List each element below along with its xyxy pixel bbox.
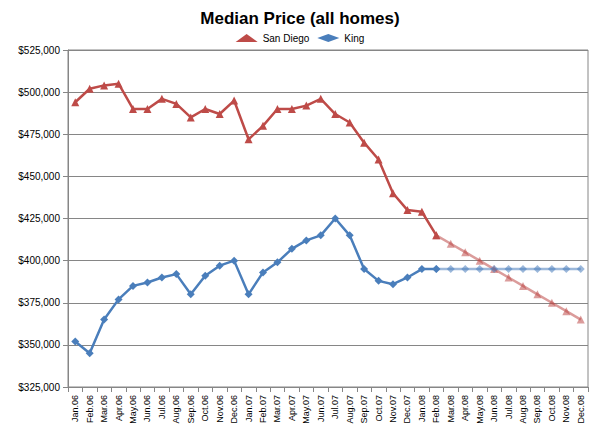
svg-text:Jan.08: Jan.08 <box>417 395 427 422</box>
svg-text:$500,000: $500,000 <box>18 87 60 98</box>
svg-text:Jul.07: Jul.07 <box>330 395 340 419</box>
svg-text:Mar.07: Mar.07 <box>272 395 282 423</box>
svg-text:May.06: May.06 <box>128 395 138 424</box>
svg-text:Jun.07: Jun.07 <box>316 395 326 422</box>
svg-text:Oct.08: Oct.08 <box>547 395 557 422</box>
svg-text:Feb.07: Feb.07 <box>258 395 268 423</box>
svg-text:Mar.06: Mar.06 <box>99 395 109 423</box>
svg-text:May.08: May.08 <box>475 395 485 424</box>
svg-text:Nov.06: Nov.06 <box>215 395 225 423</box>
svg-text:Sep.06: Sep.06 <box>186 395 196 424</box>
svg-text:Jul.06: Jul.06 <box>157 395 167 419</box>
svg-text:Dec.07: Dec.07 <box>402 395 412 424</box>
svg-text:Aug.07: Aug.07 <box>345 395 355 424</box>
svg-text:$350,000: $350,000 <box>18 339 60 350</box>
svg-text:Median Price (all homes): Median Price (all homes) <box>200 9 399 28</box>
svg-text:San Diego: San Diego <box>263 33 310 44</box>
svg-text:Apr.07: Apr.07 <box>287 395 297 421</box>
svg-text:May.07: May.07 <box>301 395 311 424</box>
svg-text:Nov.07: Nov.07 <box>388 395 398 423</box>
svg-text:$525,000: $525,000 <box>18 45 60 56</box>
svg-text:Aug.08: Aug.08 <box>518 395 528 424</box>
svg-text:$475,000: $475,000 <box>18 129 60 140</box>
svg-text:King: King <box>344 33 364 44</box>
svg-text:$450,000: $450,000 <box>18 171 60 182</box>
svg-text:Dec.08: Dec.08 <box>576 395 586 424</box>
svg-text:Oct.07: Oct.07 <box>374 395 384 422</box>
svg-text:Jan.07: Jan.07 <box>244 395 254 422</box>
svg-text:Dec.06: Dec.06 <box>229 395 239 424</box>
svg-text:Jan.06: Jan.06 <box>70 395 80 422</box>
svg-text:Feb.06: Feb.06 <box>85 395 95 423</box>
svg-text:Aug.06: Aug.06 <box>171 395 181 424</box>
svg-text:Sep.08: Sep.08 <box>532 395 542 424</box>
svg-text:Jul.08: Jul.08 <box>504 395 514 419</box>
svg-text:Mar.08: Mar.08 <box>446 395 456 423</box>
svg-text:Sep.07: Sep.07 <box>359 395 369 424</box>
svg-text:Feb.08: Feb.08 <box>431 395 441 423</box>
svg-text:$425,000: $425,000 <box>18 213 60 224</box>
svg-text:Nov.08: Nov.08 <box>561 395 571 423</box>
svg-text:Jun.08: Jun.08 <box>489 395 499 422</box>
svg-text:Oct.06: Oct.06 <box>200 395 210 422</box>
svg-text:Jun.06: Jun.06 <box>142 395 152 422</box>
svg-text:$325,000: $325,000 <box>18 382 60 393</box>
svg-text:Apr.08: Apr.08 <box>460 395 470 421</box>
svg-text:Apr.06: Apr.06 <box>114 395 124 421</box>
svg-text:$400,000: $400,000 <box>18 255 60 266</box>
svg-text:$375,000: $375,000 <box>18 297 60 308</box>
